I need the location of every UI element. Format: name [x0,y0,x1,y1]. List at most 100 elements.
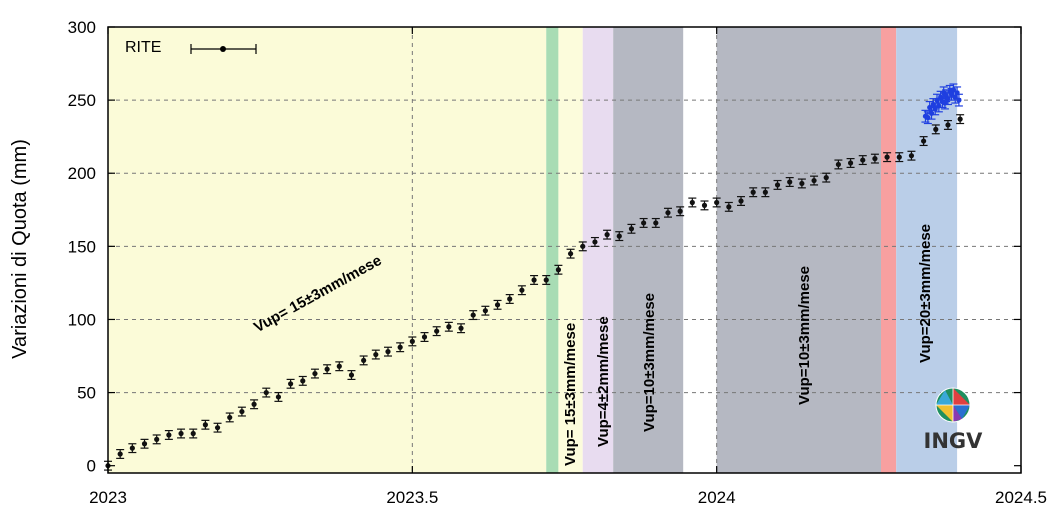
period-band [582,27,614,473]
marker [921,138,927,144]
marker [421,334,428,340]
y-tick-label: 0 [87,457,96,476]
data-point [663,207,672,218]
data-point [627,223,636,234]
data-point [676,206,685,217]
marker [227,414,233,421]
data-point [700,200,709,211]
marker [361,357,367,364]
marker [543,277,549,283]
marker [665,210,671,216]
data-point [834,159,843,170]
marker [531,277,537,283]
data-point [737,196,746,206]
marker [519,287,525,293]
data-point [578,241,587,252]
data-point [822,172,831,183]
marker [348,372,355,378]
data-point [956,114,965,125]
marker [799,180,805,187]
marker [933,126,939,132]
data-point [785,177,794,187]
marker [434,328,440,334]
data-point [712,197,721,208]
marker [872,156,878,162]
data-point [116,449,125,459]
marker [762,189,768,195]
marker [835,161,842,168]
data-point [213,422,222,433]
marker [555,267,562,273]
marker [604,232,610,238]
period-band [716,27,882,473]
marker [470,312,476,318]
marker [957,116,963,122]
data-point [493,299,502,310]
marker [726,204,732,210]
data-point [530,274,539,285]
marker [239,408,245,415]
data-point [481,305,490,316]
marker [811,177,817,184]
legend-label: RITE [125,39,161,56]
period-bands [108,27,958,473]
grid-lines [108,27,1021,473]
data-point [773,179,782,190]
data-point [457,323,466,334]
data-point [225,412,234,423]
period-label: Vup=4±2mm/mese [595,316,612,447]
data-point [858,155,867,166]
marker [324,366,330,372]
marker [750,189,756,195]
data-point [943,119,952,130]
data-point [237,406,246,417]
data-point [883,152,892,163]
marker [214,425,221,431]
marker [787,179,793,185]
marker [908,153,915,159]
x-tick-label: 2023.5 [386,488,438,507]
data-point [749,187,758,198]
data-point [797,178,806,189]
data-point [323,364,332,375]
x-ticks: 2023 2023.5 2024 2024.5 [89,27,1047,507]
data-point [420,332,429,342]
data-point [396,342,405,353]
y-ticks: 0 50 100 150 200 250 300 [68,18,1021,476]
data-point-recent [954,93,963,107]
marker [567,251,574,257]
marker [482,308,488,314]
data-point [688,197,697,208]
y-tick-label: 150 [68,237,96,256]
marker [592,239,598,245]
data-point [335,361,344,372]
data-point [907,150,916,161]
marker [336,363,342,369]
marker [847,160,854,166]
data-point [408,336,417,347]
data-point [274,391,283,402]
x-tick-label: 2024.5 [995,488,1047,507]
data-point [919,136,928,147]
marker [945,122,951,128]
marker [141,441,148,447]
period-band [881,27,897,473]
data-point [189,428,198,439]
data-point [505,294,514,304]
marker [714,199,720,206]
y-tick-label: 100 [68,310,96,329]
marker [956,97,962,103]
marker [628,226,635,232]
marker [738,198,744,204]
marker [129,445,135,451]
marker [823,175,829,181]
marker [641,220,647,226]
data-point [761,187,770,198]
legend-marker [220,46,226,52]
data-point [140,438,149,449]
legend: RITE [125,39,257,56]
data-point [383,346,392,357]
y-tick-label: 300 [68,18,96,37]
marker [932,106,938,112]
